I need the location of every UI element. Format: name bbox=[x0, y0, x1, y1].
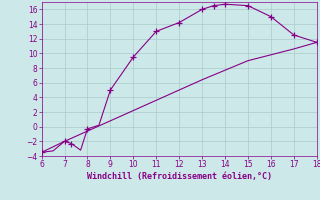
X-axis label: Windchill (Refroidissement éolien,°C): Windchill (Refroidissement éolien,°C) bbox=[87, 172, 272, 181]
